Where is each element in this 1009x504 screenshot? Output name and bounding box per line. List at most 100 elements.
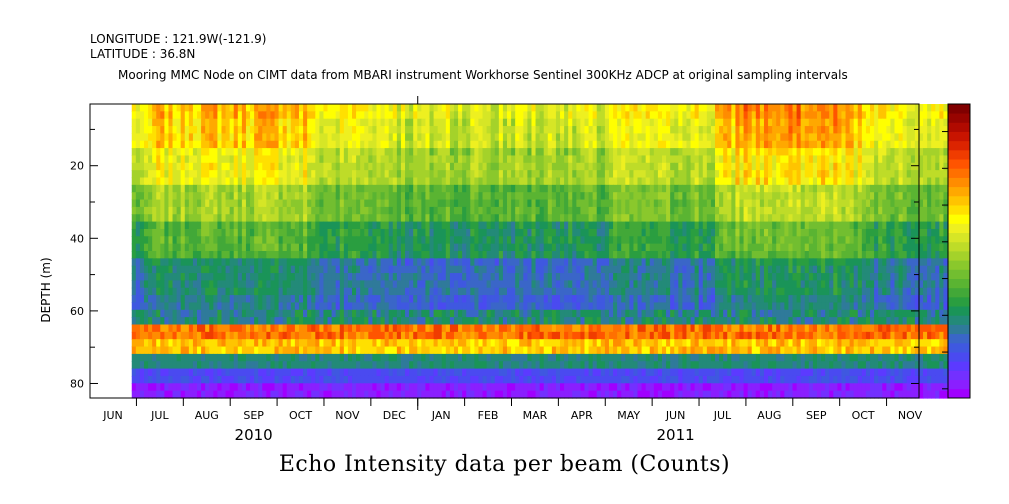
heatmap-cell (629, 133, 635, 142)
heatmap-cell (250, 133, 255, 142)
heatmap-cell (841, 155, 847, 164)
heatmap-cell (286, 228, 292, 237)
heatmap-cell (657, 118, 663, 127)
heatmap-cell (719, 243, 724, 252)
heatmap-cell (625, 133, 630, 142)
heatmap-cell (816, 236, 822, 245)
heatmap-cell (808, 184, 814, 193)
heatmap-cell (290, 126, 296, 134)
heatmap-cell (902, 148, 908, 157)
heatmap-cell (421, 236, 427, 245)
heatmap-cell (535, 111, 541, 120)
heatmap-cell (564, 148, 569, 157)
heatmap-cell (176, 155, 182, 164)
heatmap-cell (466, 111, 471, 120)
heatmap-cell (364, 251, 369, 259)
heatmap-cell (327, 214, 333, 223)
heatmap-cell (596, 221, 602, 230)
heatmap-cell (164, 265, 170, 274)
heatmap-cell (286, 162, 292, 171)
heatmap-cell (241, 251, 247, 259)
heatmap-cell (494, 155, 500, 164)
heatmap-cell (853, 206, 859, 215)
heatmap-cell (470, 170, 475, 179)
heatmap-cell (694, 133, 700, 142)
heatmap-cell (180, 236, 186, 245)
heatmap-cell (837, 258, 843, 267)
heatmap-cell (710, 162, 716, 171)
heatmap-cell (433, 192, 439, 201)
heatmap-cell (560, 104, 565, 112)
heatmap-cell (568, 162, 573, 171)
heatmap-cell (931, 258, 936, 267)
heatmap-cell (841, 280, 847, 289)
heatmap-cell (433, 126, 439, 134)
heatmap-cell (539, 243, 545, 252)
heatmap-cell (939, 236, 945, 245)
heatmap-cell (841, 206, 847, 215)
heatmap-cell (343, 170, 349, 179)
heatmap-cell (531, 104, 537, 112)
heatmap-cell (747, 148, 753, 157)
heatmap-cell (690, 192, 696, 201)
heatmap-cell (307, 199, 312, 208)
heatmap-cell (294, 140, 300, 149)
heatmap-cell (600, 280, 606, 289)
heatmap-cell (560, 192, 565, 201)
heatmap-cell (233, 177, 239, 186)
heatmap-cell (290, 118, 296, 127)
heatmap-cell (286, 148, 292, 157)
heatmap-cell (812, 273, 818, 281)
heatmap-cell (343, 104, 349, 112)
heatmap-cell (560, 214, 565, 223)
heatmap-cell (135, 155, 141, 164)
heatmap-cell (653, 104, 659, 112)
heatmap-cell (323, 192, 329, 201)
heatmap-cell (266, 228, 272, 237)
heatmap-cell (564, 199, 569, 208)
heatmap-cell (356, 148, 361, 157)
heatmap-cell (311, 111, 316, 120)
heatmap-cell (555, 214, 561, 223)
heatmap-cell (800, 111, 806, 120)
heatmap-cell (213, 214, 219, 223)
heatmap-cell (878, 133, 883, 142)
heatmap-cell (580, 214, 586, 223)
heatmap-cell (776, 133, 781, 142)
heatmap-cell (409, 273, 414, 281)
heatmap-cell (311, 214, 316, 223)
heatmap-cell (564, 258, 569, 267)
heatmap-cell (560, 177, 565, 186)
heatmap-cell (209, 214, 214, 223)
heatmap-cell (878, 155, 883, 164)
heatmap-cell (474, 148, 480, 157)
heatmap-cell (776, 170, 781, 179)
heatmap-cell (894, 280, 900, 289)
heatmap-cell (723, 192, 728, 201)
heatmap-cell (254, 177, 259, 186)
heatmap-cell (939, 228, 945, 237)
heatmap-cell (772, 162, 777, 171)
heatmap-cell (910, 258, 916, 267)
heatmap-cell (241, 170, 247, 179)
heatmap-cell (653, 155, 659, 164)
heatmap-cell (715, 155, 720, 164)
heatmap-cell (763, 148, 769, 157)
heatmap-cell (780, 170, 785, 179)
heatmap-cell (502, 258, 508, 267)
heatmap-cell (747, 192, 753, 201)
heatmap-cell (747, 206, 753, 215)
heatmap-cell (776, 228, 781, 237)
heatmap-cell (400, 126, 406, 134)
heatmap-cell (923, 228, 928, 237)
heatmap-cell (788, 199, 794, 208)
heatmap-cell (678, 126, 683, 134)
heatmap-cell (759, 280, 765, 289)
heatmap-cell (490, 214, 496, 223)
heatmap-cell (486, 258, 492, 267)
heatmap-cell (209, 170, 214, 179)
heatmap-cell (629, 228, 635, 237)
heatmap-cell (250, 243, 255, 252)
heatmap-cell (747, 126, 753, 134)
heatmap-cell (715, 251, 720, 259)
